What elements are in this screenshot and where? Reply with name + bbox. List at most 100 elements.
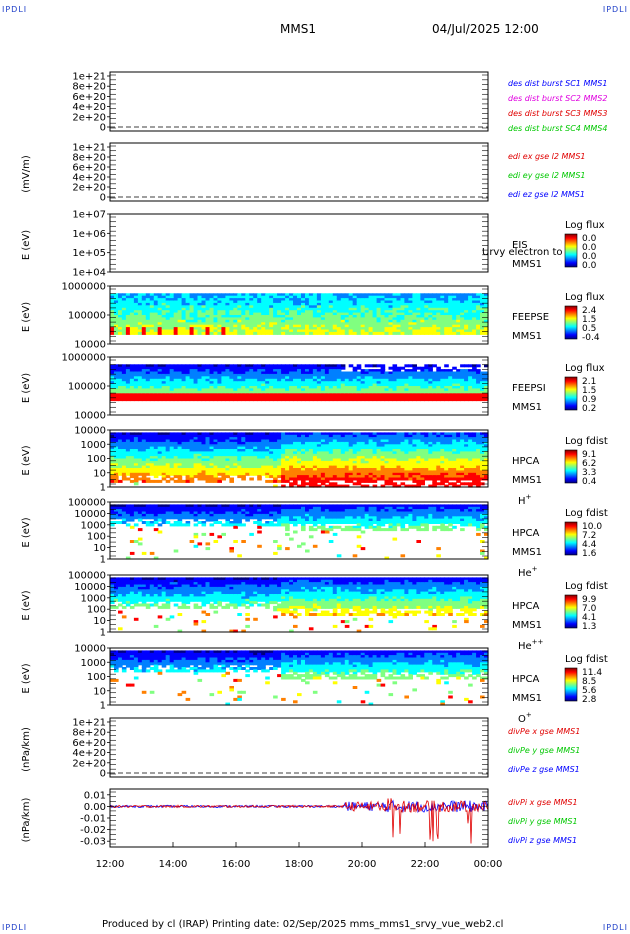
spectrogram-cell bbox=[332, 307, 338, 311]
spectrogram-cell bbox=[149, 302, 155, 306]
spectrogram-cell bbox=[360, 439, 366, 443]
spectrogram-cell bbox=[293, 453, 298, 457]
spectrogram-cell bbox=[157, 444, 163, 448]
spectrogram-cell bbox=[400, 307, 406, 311]
spectrogram-cell bbox=[328, 298, 334, 302]
spectrogram-cell bbox=[408, 371, 413, 375]
spectrogram-cell bbox=[396, 434, 402, 438]
spectrogram-cell bbox=[149, 310, 155, 314]
spectrogram-cell bbox=[440, 460, 445, 464]
spectrogram-cell bbox=[324, 366, 330, 370]
spectrogram-cell bbox=[205, 295, 211, 299]
spectrogram-cell bbox=[380, 472, 386, 476]
spectrogram-cell bbox=[324, 295, 330, 299]
spectrogram-cell bbox=[384, 388, 390, 392]
spectrogram-cell bbox=[213, 453, 219, 457]
spectrogram-cell bbox=[249, 312, 254, 316]
spectrogram-cell bbox=[118, 449, 123, 452]
spectrogram-cell bbox=[293, 329, 298, 333]
spectrogram-cell bbox=[424, 369, 429, 373]
spectrogram-cell bbox=[464, 324, 469, 328]
spectrogram-cell bbox=[436, 441, 441, 445]
spectrogram-cell bbox=[356, 386, 362, 389]
spectrogram-cell bbox=[237, 317, 242, 321]
spectrogram-cell bbox=[110, 398, 115, 402]
spectrogram-cell bbox=[157, 312, 163, 316]
spectrogram-cell bbox=[472, 386, 477, 389]
spectrogram-cell bbox=[352, 482, 358, 486]
spectrogram-cell bbox=[125, 319, 131, 323]
spectrogram-cell bbox=[392, 302, 398, 306]
spectrogram-cell bbox=[257, 331, 262, 335]
spectrogram-cell bbox=[285, 388, 290, 392]
spectrogram-cell bbox=[436, 470, 441, 474]
spectrogram-cell bbox=[297, 302, 302, 306]
spectrogram-cell bbox=[412, 383, 417, 387]
spectrogram-cell bbox=[185, 378, 191, 382]
spectrogram-cell bbox=[388, 381, 394, 385]
spectrogram-cell bbox=[265, 441, 270, 445]
spectrogram-cell bbox=[484, 393, 489, 397]
spectrogram-cell bbox=[416, 302, 421, 306]
spectrogram-cell bbox=[376, 307, 382, 311]
spectrogram-cell bbox=[249, 453, 254, 457]
spectrogram-cell bbox=[348, 319, 354, 323]
spectrogram-cell bbox=[348, 395, 354, 399]
spectrogram-cell bbox=[312, 434, 318, 438]
spectrogram-cell bbox=[118, 393, 123, 397]
spectrogram-cell bbox=[189, 468, 195, 471]
spectrogram-cell bbox=[352, 371, 358, 375]
spectrogram-cell bbox=[141, 329, 147, 333]
spectrogram-cell bbox=[129, 324, 135, 328]
spectrogram-cell bbox=[420, 460, 425, 464]
spectrogram-cell bbox=[133, 386, 139, 389]
spectrogram-cell bbox=[197, 312, 203, 316]
spectrogram-cell bbox=[141, 441, 147, 445]
spectrogram-cell bbox=[460, 302, 465, 306]
spectrogram-cell bbox=[269, 386, 274, 389]
spectrogram-cell bbox=[480, 390, 485, 394]
spectrogram-cell bbox=[301, 451, 306, 455]
spectrogram-cell bbox=[110, 470, 115, 474]
spectrogram-cell bbox=[249, 364, 254, 368]
spectrogram-cell bbox=[364, 437, 370, 441]
spectrogram-cell bbox=[273, 393, 278, 397]
spectrogram-cell bbox=[237, 446, 242, 450]
spectrogram-cell bbox=[121, 329, 127, 333]
spectrogram-cell bbox=[157, 390, 163, 394]
spectrogram-cell bbox=[324, 305, 330, 309]
spectrogram-cell bbox=[384, 378, 390, 382]
spectrogram-cell bbox=[114, 295, 119, 299]
spectrogram-cell bbox=[293, 366, 298, 370]
spectrogram-cell bbox=[293, 315, 298, 318]
spectrogram-cell bbox=[165, 324, 171, 328]
spectrogram-cell bbox=[233, 383, 238, 387]
spectrogram-cell bbox=[193, 439, 199, 443]
spectrogram-cell bbox=[404, 477, 409, 481]
spectrogram-cell bbox=[332, 449, 338, 452]
spectrogram-cell bbox=[356, 373, 362, 377]
spectrogram-cell bbox=[448, 327, 453, 331]
spectrogram-cell bbox=[376, 302, 382, 306]
spectrogram-cell bbox=[396, 312, 402, 316]
spectrogram-cell bbox=[328, 383, 334, 387]
spectrogram-cell bbox=[400, 453, 406, 457]
spectrogram-cell bbox=[340, 331, 346, 335]
spectrogram-cell bbox=[249, 456, 254, 460]
spectrogram-cell bbox=[137, 451, 143, 455]
spectrogram-cell bbox=[253, 463, 258, 467]
spectrogram-cell bbox=[253, 300, 258, 304]
spectrogram-cell bbox=[205, 453, 211, 457]
instrument-label: EIS bbox=[512, 240, 528, 251]
spectrogram-cell bbox=[396, 373, 402, 377]
spectrogram-cell bbox=[432, 472, 437, 476]
spectrogram-cell bbox=[480, 381, 485, 385]
spectrogram-cell bbox=[328, 324, 334, 328]
spectrogram-cell bbox=[432, 451, 437, 455]
spectrogram-cell bbox=[221, 376, 226, 380]
spectrogram-cell bbox=[404, 317, 409, 321]
spectrogram-cell bbox=[114, 322, 119, 326]
spectrogram-cell bbox=[480, 324, 485, 328]
spectrogram-cell bbox=[114, 475, 119, 479]
spectrogram-cell bbox=[484, 327, 489, 331]
